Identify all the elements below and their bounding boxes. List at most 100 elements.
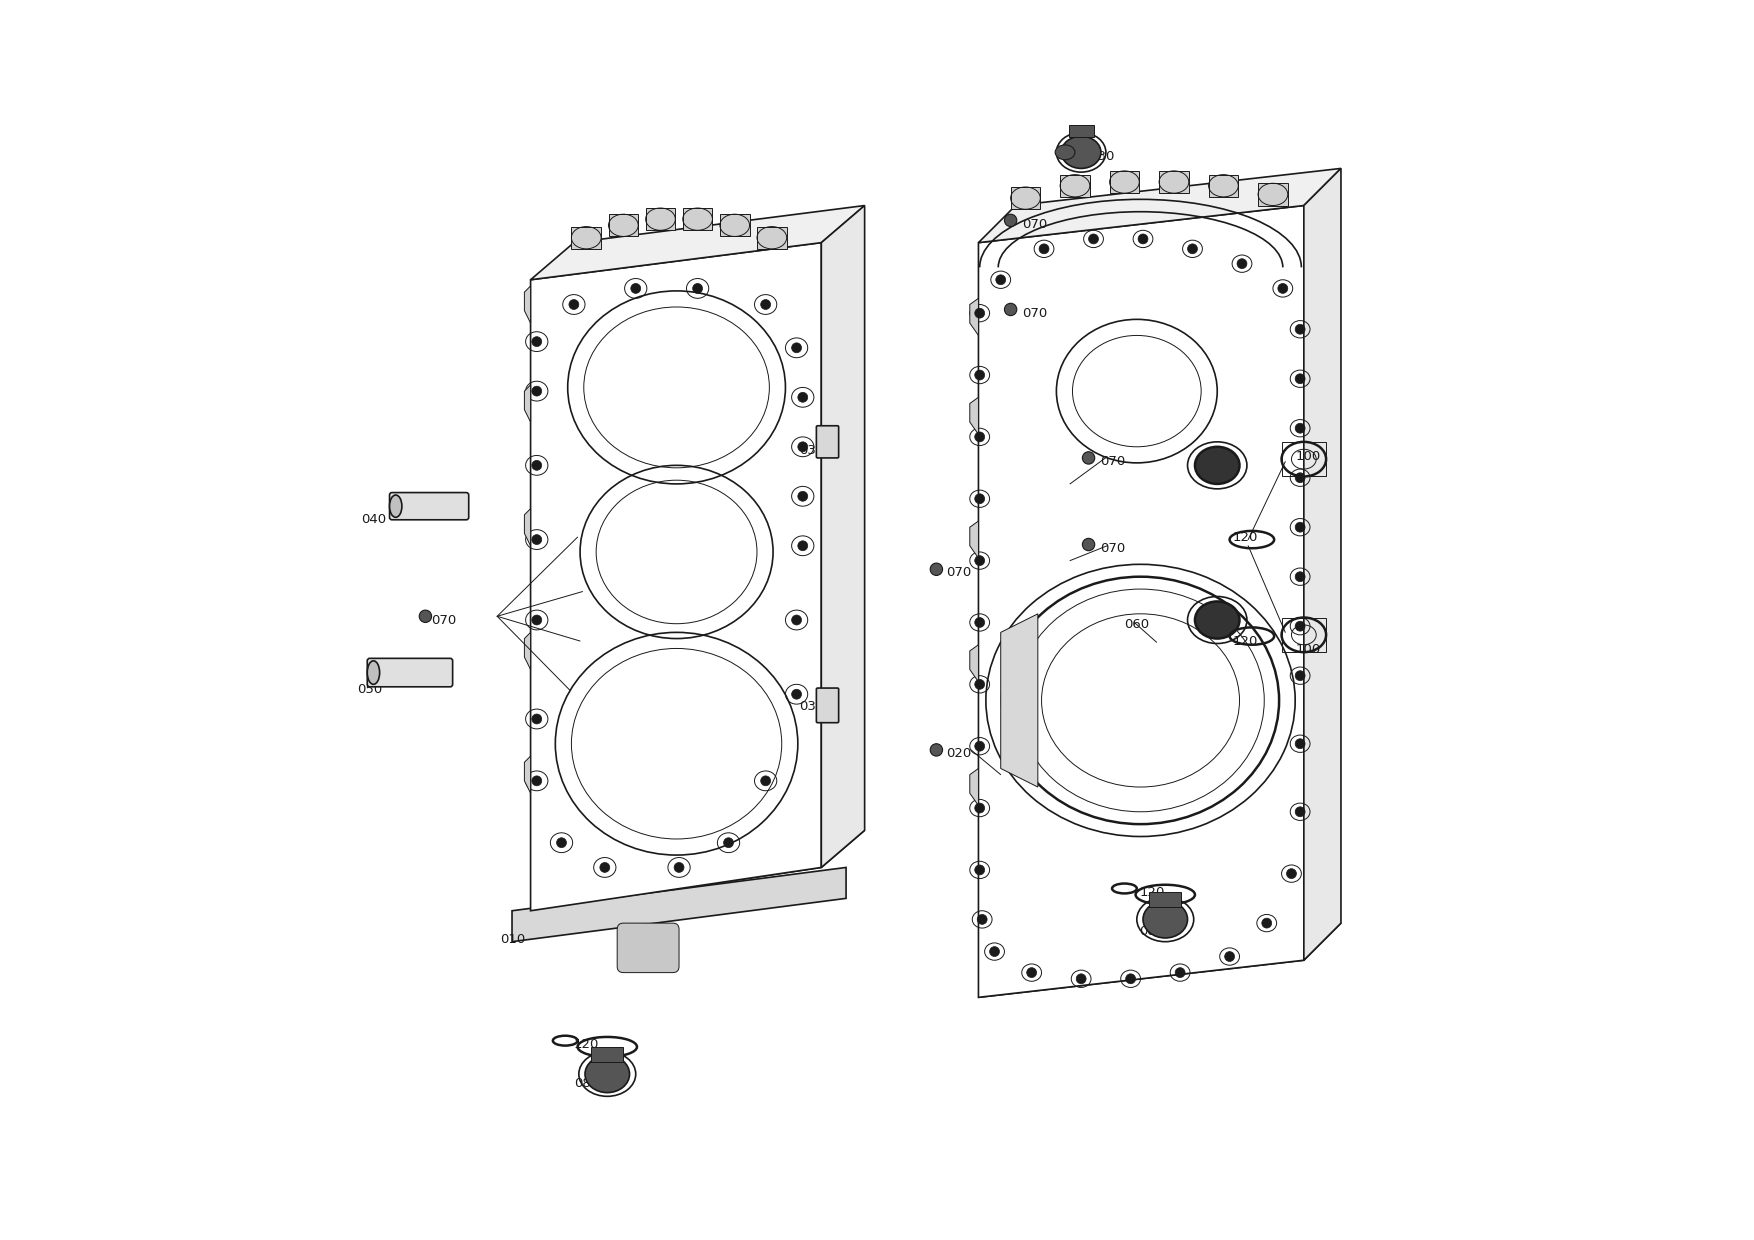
- Circle shape: [975, 556, 984, 565]
- Circle shape: [556, 838, 567, 848]
- Circle shape: [531, 386, 542, 396]
- Text: 120: 120: [1231, 635, 1258, 647]
- Bar: [609, 215, 638, 237]
- Polygon shape: [524, 756, 530, 794]
- Circle shape: [798, 491, 807, 501]
- FancyBboxPatch shape: [617, 923, 679, 972]
- Text: 080: 080: [1140, 925, 1165, 939]
- Circle shape: [791, 689, 802, 699]
- Circle shape: [1038, 244, 1049, 254]
- Polygon shape: [1303, 169, 1342, 960]
- Circle shape: [1138, 234, 1147, 244]
- Polygon shape: [970, 521, 979, 558]
- Circle shape: [1294, 739, 1305, 749]
- Text: 030: 030: [800, 444, 824, 458]
- Bar: [1209, 175, 1238, 197]
- Ellipse shape: [1194, 446, 1240, 484]
- Bar: [719, 215, 749, 237]
- FancyBboxPatch shape: [816, 425, 838, 458]
- Circle shape: [1286, 869, 1296, 879]
- Circle shape: [1237, 259, 1247, 269]
- Polygon shape: [979, 206, 1303, 997]
- Circle shape: [1294, 572, 1305, 582]
- Ellipse shape: [389, 495, 402, 517]
- Text: 070: 070: [1023, 306, 1047, 320]
- Ellipse shape: [1194, 601, 1240, 639]
- Text: 010: 010: [500, 932, 524, 946]
- Circle shape: [1126, 973, 1135, 983]
- Polygon shape: [970, 397, 979, 434]
- Bar: [572, 227, 602, 249]
- Text: 120: 120: [1140, 885, 1165, 899]
- Circle shape: [631, 284, 640, 294]
- Bar: [1010, 187, 1040, 210]
- Circle shape: [975, 680, 984, 689]
- Text: 060: 060: [1124, 619, 1149, 631]
- Text: 100: 100: [1294, 644, 1321, 656]
- Polygon shape: [979, 169, 1342, 243]
- Circle shape: [930, 563, 942, 575]
- Polygon shape: [524, 508, 530, 546]
- Ellipse shape: [1144, 900, 1187, 937]
- Ellipse shape: [586, 1055, 630, 1092]
- Circle shape: [761, 776, 770, 786]
- Bar: [645, 208, 675, 231]
- Text: 040: 040: [361, 513, 386, 526]
- Polygon shape: [524, 286, 530, 324]
- Bar: [1282, 441, 1326, 476]
- Circle shape: [1261, 918, 1272, 928]
- Text: 120: 120: [574, 1038, 600, 1050]
- Polygon shape: [530, 831, 865, 910]
- Circle shape: [1187, 244, 1198, 254]
- Circle shape: [996, 275, 1005, 285]
- Circle shape: [1294, 522, 1305, 532]
- Circle shape: [975, 370, 984, 379]
- Bar: [591, 1047, 623, 1061]
- Circle shape: [1294, 423, 1305, 433]
- Circle shape: [975, 309, 984, 319]
- Circle shape: [977, 914, 988, 924]
- FancyBboxPatch shape: [389, 492, 468, 520]
- Text: 090: 090: [1194, 455, 1221, 469]
- Circle shape: [419, 610, 431, 622]
- Polygon shape: [524, 632, 530, 670]
- Text: 030: 030: [800, 701, 824, 713]
- Circle shape: [1294, 621, 1305, 631]
- Circle shape: [1294, 373, 1305, 383]
- Polygon shape: [979, 923, 1342, 997]
- Circle shape: [531, 776, 542, 786]
- Circle shape: [531, 337, 542, 346]
- Circle shape: [989, 946, 1000, 956]
- Circle shape: [791, 343, 802, 352]
- Circle shape: [1294, 671, 1305, 681]
- Circle shape: [1077, 973, 1086, 983]
- Bar: [1059, 175, 1089, 197]
- Circle shape: [693, 284, 703, 294]
- Bar: [1282, 618, 1326, 652]
- Circle shape: [1224, 951, 1235, 961]
- Polygon shape: [524, 384, 530, 422]
- Text: 020: 020: [947, 748, 972, 760]
- Circle shape: [761, 300, 770, 310]
- Circle shape: [1005, 304, 1017, 316]
- Bar: [758, 227, 788, 249]
- Circle shape: [1294, 325, 1305, 335]
- Polygon shape: [970, 769, 979, 806]
- Text: 050: 050: [358, 683, 382, 696]
- Circle shape: [798, 541, 807, 551]
- Bar: [682, 208, 712, 231]
- Circle shape: [798, 392, 807, 402]
- Circle shape: [975, 742, 984, 751]
- Circle shape: [1026, 967, 1037, 977]
- Circle shape: [975, 804, 984, 813]
- Text: 070: 070: [1100, 542, 1124, 554]
- Polygon shape: [970, 299, 979, 336]
- Text: 070: 070: [1100, 455, 1124, 469]
- Circle shape: [1279, 284, 1287, 294]
- Circle shape: [1082, 451, 1094, 464]
- Circle shape: [1294, 807, 1305, 817]
- Text: 090: 090: [1194, 620, 1221, 632]
- Polygon shape: [821, 206, 865, 868]
- Circle shape: [600, 863, 610, 873]
- Polygon shape: [512, 868, 845, 941]
